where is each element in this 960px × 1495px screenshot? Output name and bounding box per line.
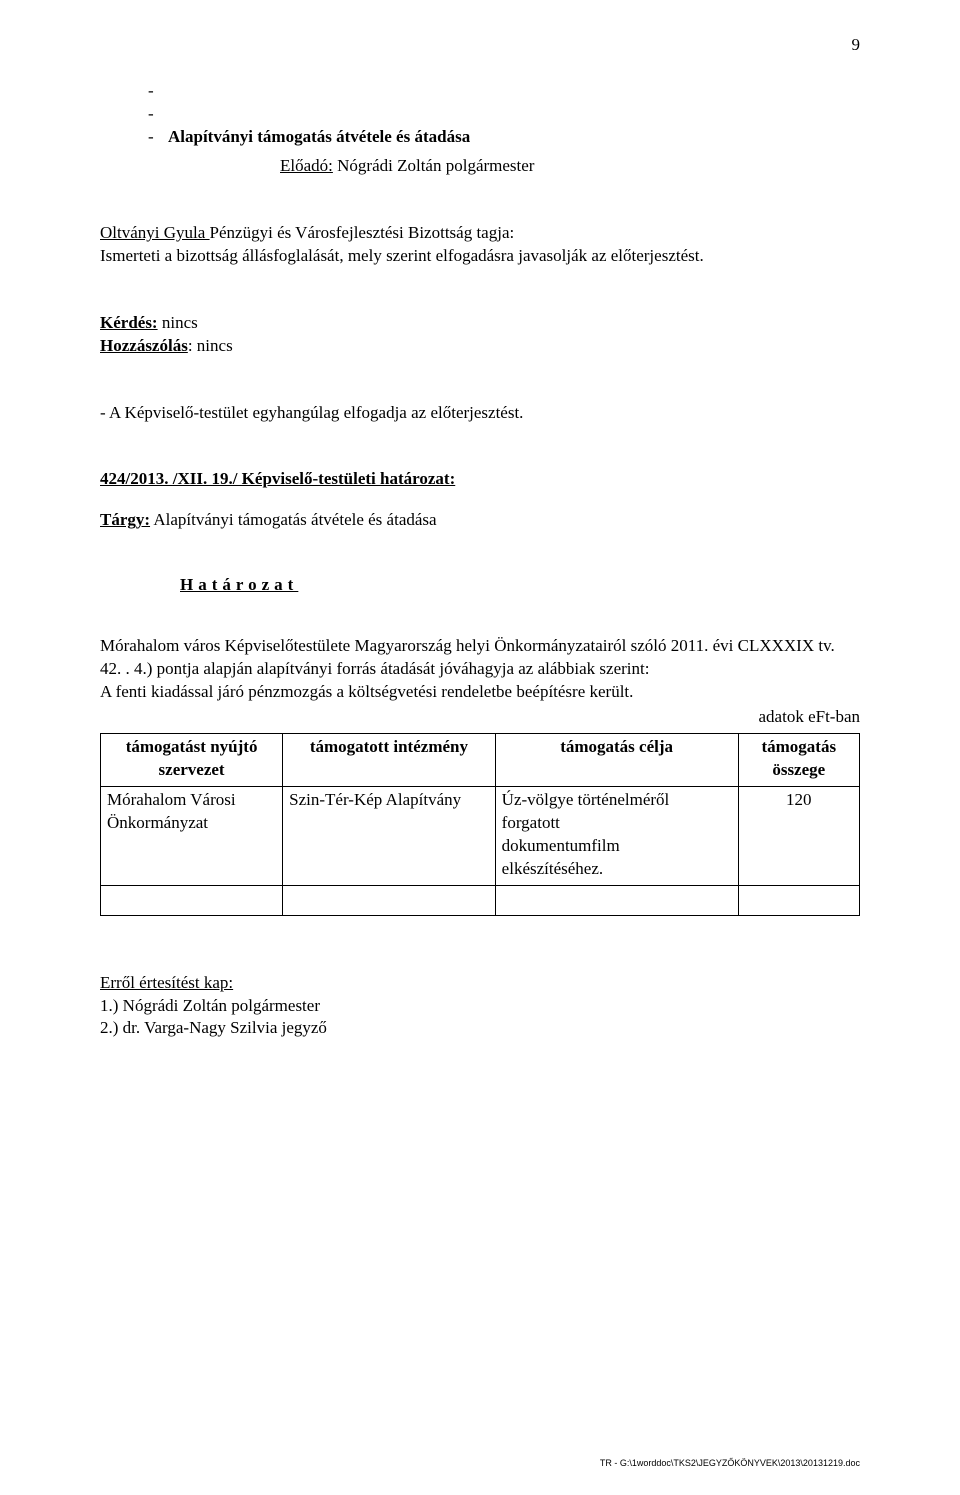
presenter-label: Előadó:: [280, 156, 333, 175]
td-empty: [283, 885, 496, 915]
bullet-list: Alapítványi támogatás átvétele és átadás…: [148, 80, 860, 149]
notify-line-2: 2.) dr. Varga-Nagy Szilvia jegyző: [100, 1017, 860, 1040]
th-institution: támogatott intézmény: [283, 734, 496, 787]
adoption-line: - A Képviselő-testület egyhangúlag elfog…: [100, 402, 860, 425]
td-empty: [495, 885, 738, 915]
notify-line-1: 1.) Nógrádi Zoltán polgármester: [100, 995, 860, 1018]
comment-value: : nincs: [188, 336, 233, 355]
question-block: Kérdés: nincs Hozzászólás: nincs: [100, 312, 860, 358]
td-empty: [738, 885, 859, 915]
intro-text: Ismerteti a bizottság állásfoglalását, m…: [100, 245, 860, 268]
table-header-row: támogatást nyújtó szervezet támogatott i…: [101, 734, 860, 787]
td-org: Mórahalom Városi Önkormányzat: [101, 786, 283, 885]
intro-name: Oltványi Gyula: [100, 223, 210, 242]
notify-heading: Erről értesítést kap:: [100, 972, 860, 995]
td-amount: 120: [738, 786, 859, 885]
intro-paragraph: Oltványi Gyula Pénzügyi és Városfejleszt…: [100, 222, 860, 268]
units-line: adatok eFt-ban: [100, 706, 860, 729]
decision-heading: Határozat: [180, 574, 860, 597]
body-paragraph: Mórahalom város Képviselőtestülete Magya…: [100, 635, 860, 704]
question-value: nincs: [158, 313, 198, 332]
bullet-title: Alapítványi támogatás átvétele és átadás…: [148, 126, 860, 149]
table-row: Mórahalom Városi Önkormányzat Szin-Tér-K…: [101, 786, 860, 885]
subject-text: Alapítványi támogatás átvétele és átadás…: [150, 510, 437, 529]
footer-path: TR - G:\1worddoc\TKS2\JEGYZŐKÖNYVEK\2013…: [600, 1457, 860, 1469]
bullet-empty-2: [148, 103, 860, 126]
table-row-empty: [101, 885, 860, 915]
question-label: Kérdés:: [100, 313, 158, 332]
resolution-number-text: 424/2013. /XII. 19./ Képviselő-testületi…: [100, 469, 455, 488]
intro-role: Pénzügyi és Városfejlesztési Bizottság t…: [210, 223, 515, 242]
presenter-line: Előadó: Nógrádi Zoltán polgármester: [280, 155, 860, 178]
resolution-number: 424/2013. /XII. 19./ Képviselő-testületi…: [100, 468, 860, 491]
presenter-name: Nógrádi Zoltán polgármester: [333, 156, 535, 175]
resolution-subject: Tárgy: Alapítványi támogatás átvétele és…: [100, 509, 860, 532]
body-text-2: A fenti kiadással járó pénzmozgás a költ…: [100, 681, 860, 704]
body-text-1: Mórahalom város Képviselőtestülete Magya…: [100, 636, 835, 678]
td-empty: [101, 885, 283, 915]
subject-label: Tárgy:: [100, 510, 150, 529]
th-purpose: támogatás célja: [495, 734, 738, 787]
th-amount: támogatás összege: [738, 734, 859, 787]
comment-label: Hozzászólás: [100, 336, 188, 355]
notify-block: Erről értesítést kap: 1.) Nógrádi Zoltán…: [100, 972, 860, 1041]
bullet-title-text: Alapítványi támogatás átvétele és átadás…: [168, 127, 470, 146]
support-table: támogatást nyújtó szervezet támogatott i…: [100, 733, 860, 916]
td-institution: Szin-Tér-Kép Alapítvány: [283, 786, 496, 885]
th-org: támogatást nyújtó szervezet: [101, 734, 283, 787]
bullet-empty-1: [148, 80, 860, 103]
page-number: 9: [852, 34, 861, 57]
td-purpose: Úz-völgye történelméről forgatott dokume…: [495, 786, 738, 885]
